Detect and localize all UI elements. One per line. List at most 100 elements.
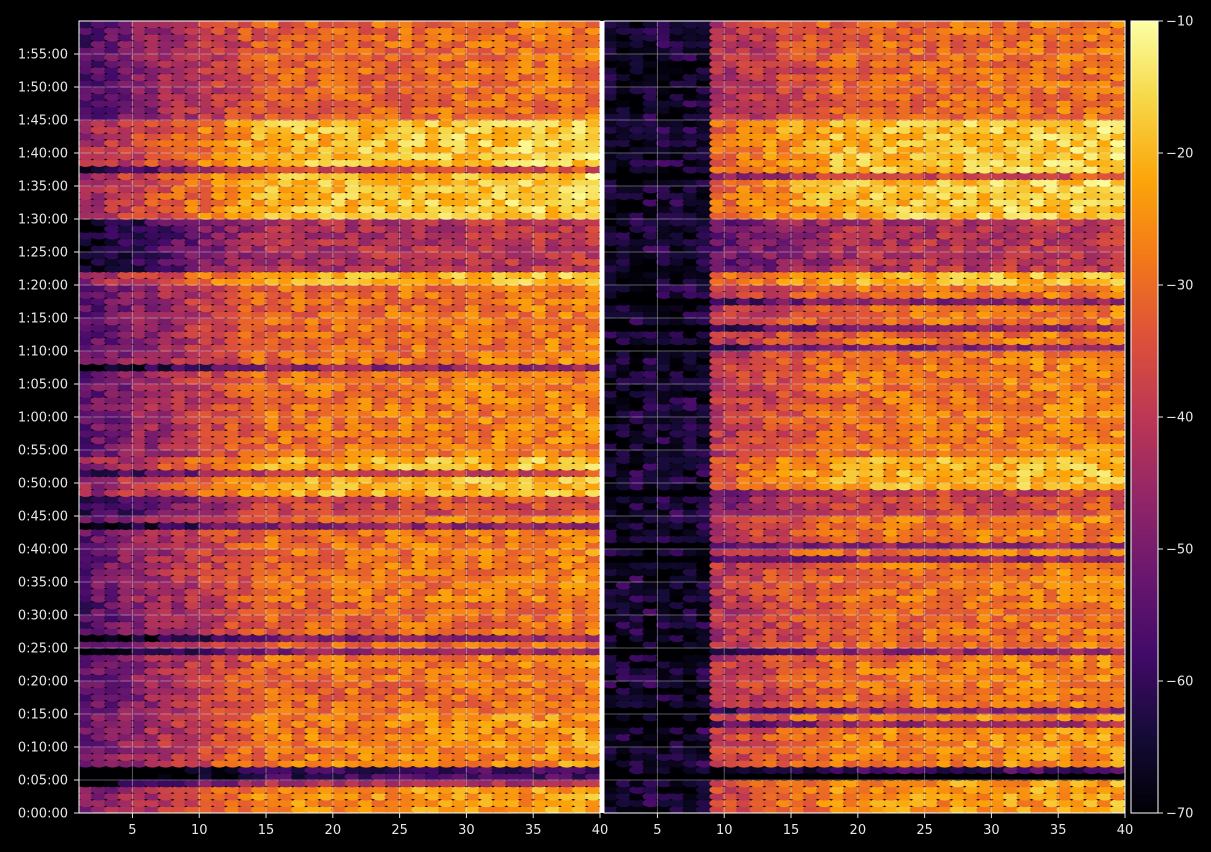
heatmap-cell (411, 719, 429, 729)
heatmap-cell (544, 792, 562, 801)
heatmap-cell (170, 581, 188, 590)
heatmap-cell (79, 759, 94, 768)
heatmap-cell (157, 581, 175, 590)
heatmap-cell (317, 587, 335, 597)
heatmap-cell (237, 673, 255, 682)
heatmap-cell (491, 587, 509, 597)
heatmap-cell (331, 713, 348, 722)
heatmap-cell (451, 554, 469, 564)
heatmap-cell (144, 693, 161, 702)
heatmap-cell (531, 759, 549, 768)
heatmap-cell (79, 568, 94, 577)
heatmap-panel-left (78, 20, 601, 814)
heatmap-cell (184, 620, 201, 630)
heatmap-cell (331, 766, 348, 775)
heatmap-cell (117, 627, 135, 636)
heatmap-cell (144, 719, 161, 729)
heatmap-cell (504, 706, 522, 715)
heatmap-cell (464, 660, 482, 669)
heatmap-cell (90, 587, 108, 597)
heatmap-cell (224, 660, 241, 669)
heatmap-cell (304, 805, 322, 813)
heatmap-cell (250, 719, 268, 729)
heatmap-cell (184, 535, 201, 544)
heatmap-cell (117, 733, 135, 742)
heatmap-cell (438, 548, 455, 557)
heatmap-cell (424, 640, 442, 649)
heatmap-cell (544, 759, 562, 768)
heatmap-cell (464, 700, 482, 709)
heatmap-cell (237, 614, 255, 623)
heatmap-cell (451, 785, 469, 795)
heatmap-cell (384, 673, 402, 682)
heatmap-cell (585, 627, 600, 636)
heatmap-cell (398, 614, 415, 623)
heatmap-cell (544, 601, 562, 610)
heatmap-cell (357, 739, 375, 748)
heatmap-cell (585, 581, 600, 590)
heatmap-cell (90, 640, 108, 649)
heatmap-cell (531, 752, 549, 762)
heatmap-cell (438, 772, 455, 781)
heatmap-cell (357, 759, 375, 768)
heatmap-cell (384, 634, 402, 643)
heatmap-cell (317, 706, 335, 715)
heatmap-cell (585, 574, 600, 583)
heatmap-cell (317, 700, 335, 709)
heatmap-cell (544, 752, 562, 762)
heatmap-cell (478, 746, 495, 755)
heatmap-cell (331, 634, 348, 643)
heatmap-cell (197, 667, 215, 676)
heatmap-cell (79, 601, 94, 610)
heatmap-cell (224, 574, 241, 583)
heatmap-cell (264, 726, 282, 735)
heatmap-cell (264, 766, 282, 775)
heatmap-cell (211, 700, 228, 709)
heatmap-cell (90, 607, 108, 616)
heatmap-cell (478, 587, 495, 597)
heatmap-cell (250, 746, 268, 755)
heatmap-cell (291, 620, 308, 630)
heatmap-cell (518, 719, 535, 729)
heatmap-cell (170, 766, 188, 775)
heatmap-cell (237, 561, 255, 570)
heatmap-cell (304, 713, 322, 722)
heatmap-cell (344, 719, 362, 729)
heatmap-cell (464, 772, 482, 781)
heatmap-cell (157, 535, 175, 544)
heatmap-cell (170, 554, 188, 564)
heatmap-cell (451, 673, 469, 682)
heatmap-cell (558, 568, 575, 577)
heatmap-cell (518, 772, 535, 781)
heatmap-cell (264, 719, 282, 729)
heatmap-cell (424, 746, 442, 755)
heatmap-cell (357, 700, 375, 709)
heatmap-cell (558, 581, 575, 590)
heatmap-cell (464, 607, 482, 616)
heatmap-cell (211, 581, 228, 590)
heatmap-cell (518, 680, 535, 689)
heatmap-cell (371, 574, 388, 583)
heatmap-cell (371, 535, 388, 544)
heatmap-cell (571, 594, 589, 603)
heatmap-cell (544, 805, 562, 813)
heatmap-cell (90, 693, 108, 702)
heatmap-cell (90, 686, 108, 696)
heatmap-cell (504, 733, 522, 742)
heatmap-cell (211, 693, 228, 702)
heatmap-cell (411, 779, 429, 788)
heatmap-cell (250, 700, 268, 709)
heatmap-cell (411, 653, 429, 663)
heatmap-cell (384, 653, 402, 663)
heatmap-cell (277, 653, 295, 663)
heatmap-cell (90, 752, 108, 762)
heatmap-cell (571, 548, 589, 557)
heatmap-cell (90, 759, 108, 768)
heatmap-cell (331, 607, 348, 616)
heatmap-cell (79, 693, 94, 702)
heatmap-cell (504, 752, 522, 762)
heatmap-cell (451, 601, 469, 610)
heatmap-cell (384, 594, 402, 603)
heatmap-cell (117, 587, 135, 597)
heatmap-cell (518, 535, 535, 544)
